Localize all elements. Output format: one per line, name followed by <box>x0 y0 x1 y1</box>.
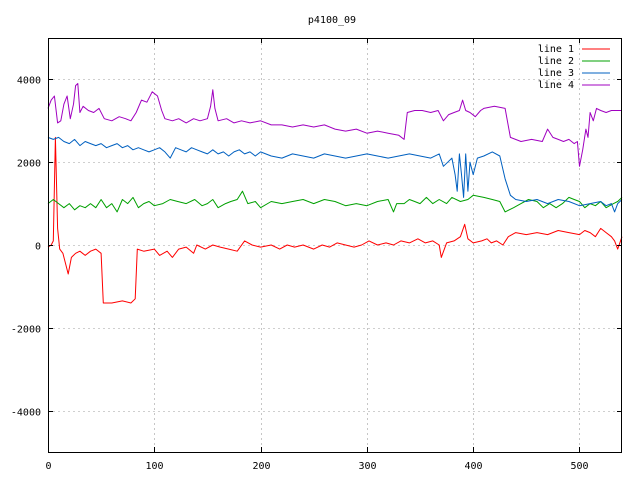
y-tick-label: 0 <box>35 242 41 253</box>
series-line-2 <box>47 190 623 213</box>
x-tick-label: 300 <box>358 461 376 472</box>
series-line-1 <box>47 136 623 304</box>
series-line-4 <box>47 83 622 167</box>
grid-lines <box>48 38 622 452</box>
legend-label-1: line 1 <box>538 44 574 55</box>
legend-label-4: line 4 <box>538 80 574 91</box>
y-tick-label: -2000 <box>11 325 41 336</box>
series-line-3 <box>47 136 623 213</box>
chart-title: p4100_09 <box>308 15 356 26</box>
series-lines <box>47 83 623 304</box>
x-tick-label: 100 <box>145 461 163 472</box>
x-tick-label: 0 <box>45 461 51 472</box>
y-tick-label: -4000 <box>11 408 41 419</box>
y-tick-label: 2000 <box>17 159 41 170</box>
x-tick-label: 400 <box>464 461 482 472</box>
legend-label-3: line 3 <box>538 68 574 79</box>
y-tick-label: 4000 <box>17 76 41 87</box>
legend-label-2: line 2 <box>538 56 574 67</box>
x-tick-label: 500 <box>570 461 588 472</box>
x-tick-label: 200 <box>252 461 270 472</box>
axis-ticks: 0 100 200 300 400 500 -4000 -2000 0 2000 4000 <box>11 38 622 472</box>
